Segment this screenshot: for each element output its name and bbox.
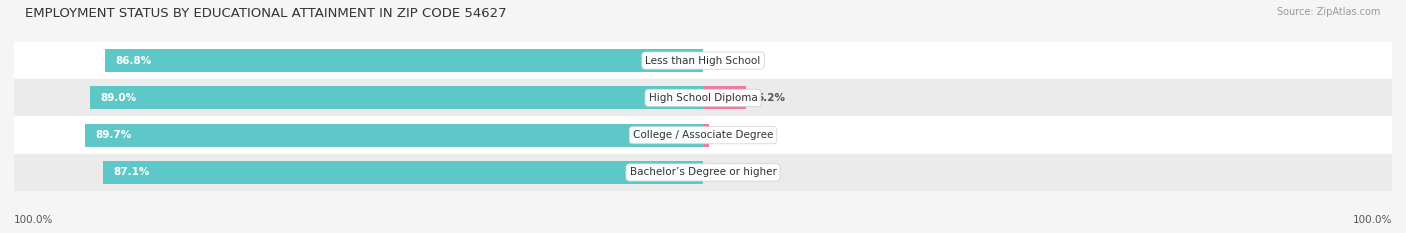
Bar <box>14 42 1392 79</box>
Bar <box>703 123 709 147</box>
Text: EMPLOYMENT STATUS BY EDUCATIONAL ATTAINMENT IN ZIP CODE 54627: EMPLOYMENT STATUS BY EDUCATIONAL ATTAINM… <box>25 7 508 20</box>
Text: Bachelor’s Degree or higher: Bachelor’s Degree or higher <box>630 168 776 177</box>
Bar <box>14 154 1392 191</box>
Text: 0.0%: 0.0% <box>713 56 742 65</box>
Text: 87.1%: 87.1% <box>114 168 149 177</box>
Bar <box>703 86 745 110</box>
Text: 89.0%: 89.0% <box>100 93 136 103</box>
Text: Less than High School: Less than High School <box>645 56 761 65</box>
Bar <box>14 116 1392 154</box>
Text: Source: ZipAtlas.com: Source: ZipAtlas.com <box>1277 7 1381 17</box>
Text: 0.9%: 0.9% <box>720 130 748 140</box>
Bar <box>14 79 1392 116</box>
Bar <box>103 161 703 184</box>
Text: 100.0%: 100.0% <box>1353 215 1392 225</box>
Bar <box>90 86 703 110</box>
Text: 0.0%: 0.0% <box>713 168 742 177</box>
Bar <box>84 123 703 147</box>
Text: 89.7%: 89.7% <box>96 130 132 140</box>
Text: High School Diploma: High School Diploma <box>648 93 758 103</box>
Text: 100.0%: 100.0% <box>14 215 53 225</box>
Text: 6.2%: 6.2% <box>756 93 785 103</box>
Bar <box>105 49 703 72</box>
Text: 86.8%: 86.8% <box>115 56 152 65</box>
Text: College / Associate Degree: College / Associate Degree <box>633 130 773 140</box>
